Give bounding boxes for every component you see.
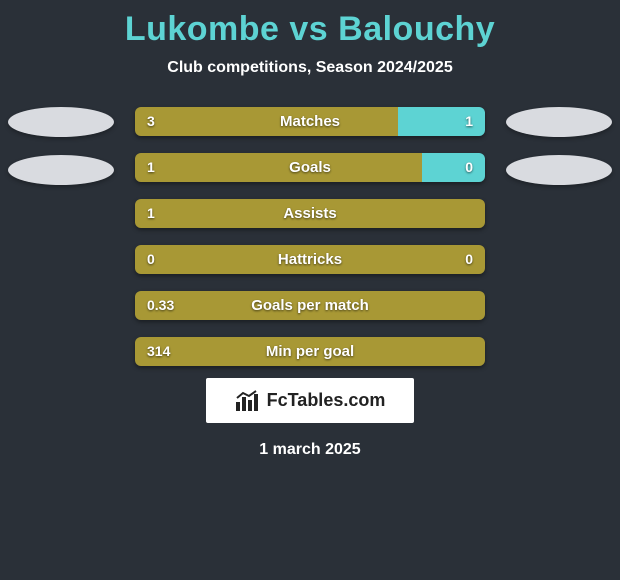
stat-bar-label: Min per goal (135, 337, 485, 366)
stat-value-left: 0 (135, 245, 167, 274)
brand-text: FcTables.com (267, 390, 386, 411)
stat-value-left: 1 (135, 153, 167, 182)
stat-bar-row: Matches3 1 (135, 107, 485, 136)
stat-bar-row: Hattricks0 0 (135, 245, 485, 274)
player-avatar-right (506, 107, 612, 137)
stat-bar-label: Hattricks (135, 245, 485, 274)
stat-value-left: 3 (135, 107, 167, 136)
stat-value-left: 314 (135, 337, 182, 366)
stat-value-right: 0 (453, 245, 485, 274)
comparison-title: Lukombe vs Balouchy (0, 0, 620, 49)
brand-badge: FcTables.com (206, 378, 414, 423)
stat-bar-label: Goals (135, 153, 485, 182)
player-avatar-left (8, 107, 114, 137)
stat-bar-label: Matches (135, 107, 485, 136)
stats-area: Matches31Goals10Assists1Hattricks00Goals… (0, 107, 620, 366)
comparison-subtitle: Club competitions, Season 2024/2025 (0, 59, 620, 77)
stat-bars: Matches31Goals10Assists1Hattricks00Goals… (135, 107, 485, 366)
brand-chart-icon (235, 390, 261, 412)
stat-bar-row: Goals per match0.33 (135, 291, 485, 320)
stat-bar-row: Min per goal314 (135, 337, 485, 366)
stat-value-left: 0.33 (135, 291, 186, 320)
stat-value-right: 1 (453, 107, 485, 136)
footer-date: 1 march 2025 (0, 441, 620, 459)
avatars-right-column (506, 107, 612, 185)
player-avatar-left (8, 155, 114, 185)
stat-bar-label: Goals per match (135, 291, 485, 320)
avatars-left-column (8, 107, 114, 185)
stat-bar-row: Goals1 0 (135, 153, 485, 182)
player-avatar-right (506, 155, 612, 185)
stat-value-left: 1 (135, 199, 167, 228)
stat-bar-row: Assists1 (135, 199, 485, 228)
stat-bar-label: Assists (135, 199, 485, 228)
stat-value-right: 0 (453, 153, 485, 182)
